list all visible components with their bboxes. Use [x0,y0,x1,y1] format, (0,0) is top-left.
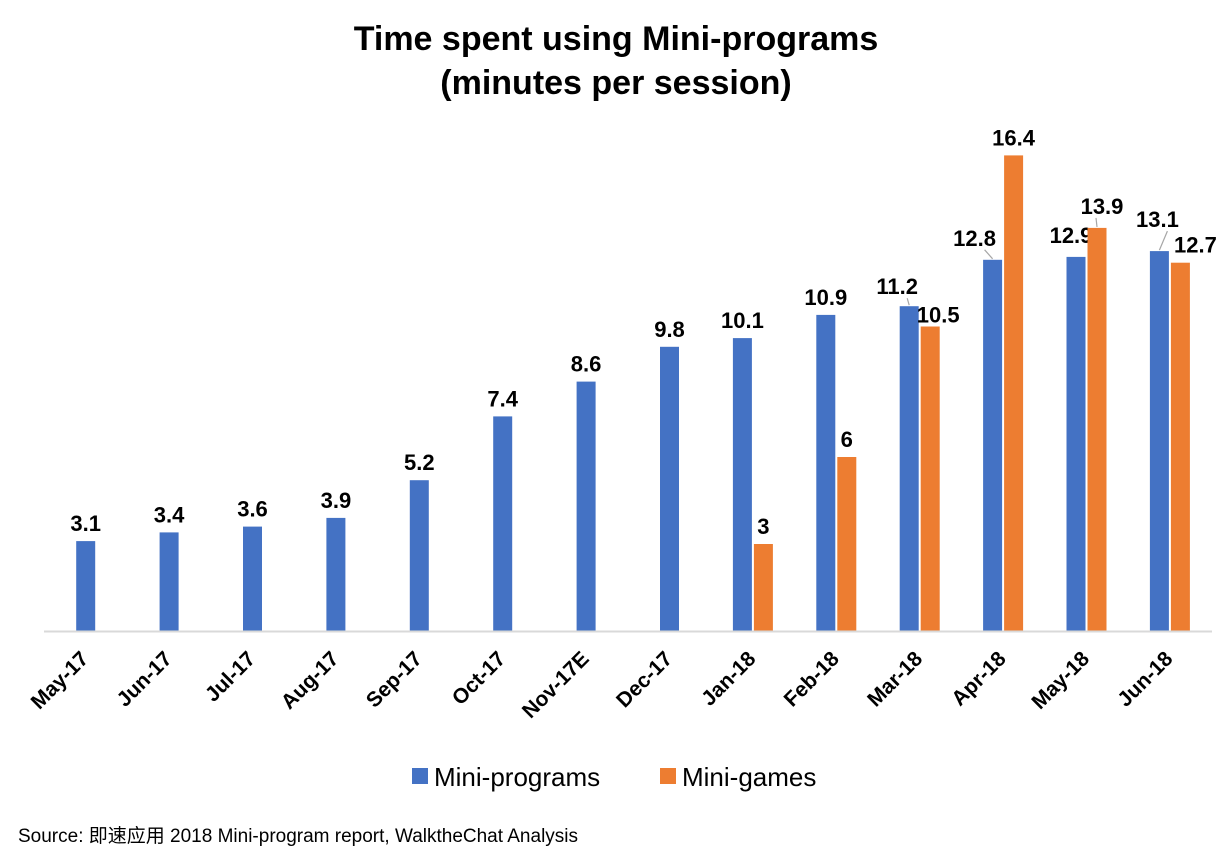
plot-area: 3.1 3.4 3.6 3.9 5.2 7.4 8.6 9.8 10.1 3 10.9 6 11.2 10… [70,125,1217,631]
legend: Mini-programs Mini-games [412,762,816,792]
data-label-mini-programs-jul-17: 3.6 [237,497,268,522]
bar-mini-programs-mar-18 [899,306,919,631]
data-label-mini-programs-dec-17: 9.8 [654,317,685,342]
source-note: Source: 即速应用 2018 Mini-program report, W… [18,825,578,847]
bar-mini-programs-jun-18 [1149,251,1169,631]
x-tick-label: Jun-17 [113,647,177,711]
legend-label: Mini-games [682,762,816,792]
data-label-mini-programs-aug-17: 3.9 [321,488,352,513]
bar-mini-programs-may-17 [76,541,96,631]
x-tick-label: Jul-17 [201,647,260,706]
bar-mini-games-mar-18 [920,326,940,631]
data-label-mini-programs-apr-18: 12.8 [953,226,996,251]
data-label-mini-games-mar-18: 10.5 [917,303,960,328]
bar-mini-games-feb-18 [837,457,857,631]
bar-mini-games-apr-18 [1004,155,1024,631]
data-label-mini-games-jun-18: 12.7 [1174,233,1217,258]
data-label-mini-programs-mar-18: 11.2 [876,274,918,299]
data-label-mini-games-jan-18: 3 [757,514,769,539]
x-tick-label: Apr-18 [947,647,1011,711]
bar-mini-programs-oct-17 [493,416,513,631]
bar-mini-games-jan-18 [753,544,773,631]
data-label-mini-programs-may-17: 3.1 [70,511,101,536]
chart-subtitle: (minutes per session) [440,64,791,102]
data-label-mini-programs-jun-18: 13.1 [1136,207,1179,232]
x-tick-label: Feb-18 [780,647,844,711]
legend-item-mini-programs: Mini-programs [412,762,600,792]
x-tick-label: Nov-17E [518,647,594,723]
legend-swatch [660,768,676,784]
bar-mini-programs-aug-17 [326,517,346,631]
x-axis-tick-labels: May-17 Jun-17 Jul-17 Aug-17 Sep-17 Oct-17 Nov-… [27,647,1178,723]
data-label-mini-programs-nov-17e: 8.6 [571,352,602,377]
x-tick-label: Sep-17 [362,647,427,712]
bar-mini-programs-dec-17 [660,346,679,631]
x-tick-label: May-17 [27,647,94,714]
leader-line [984,249,994,260]
bar-mini-programs-sep-17 [409,480,429,631]
bar-mini-games-may-18 [1087,227,1107,631]
x-tick-label: Jun-18 [1113,647,1177,711]
x-tick-label: Jan-18 [697,647,761,711]
legend-label: Mini-programs [434,762,600,792]
data-label-mini-games-may-18: 13.9 [1081,194,1124,219]
chart-title-group: Time spent using Mini-programs (minutes … [354,20,879,102]
x-tick-label: Mar-18 [863,647,927,711]
x-tick-label: May-18 [1027,647,1094,714]
leader-line [906,298,910,306]
bar-mini-programs-jun-17 [159,532,179,631]
data-label-mini-programs-jun-17: 3.4 [154,502,185,527]
bar-mini-games-jun-18 [1170,262,1190,631]
x-tick-label: Oct-17 [448,647,510,709]
bar-mini-programs-may-18 [1066,256,1086,631]
data-label-mini-games-apr-18: 16.4 [992,125,1036,150]
data-label-mini-programs-oct-17: 7.4 [487,386,518,411]
x-tick-label: Dec-17 [612,647,677,712]
leader-line [1095,217,1098,227]
data-label-mini-programs-may-18: 12.9 [1050,223,1093,248]
data-label-mini-programs-sep-17: 5.2 [404,450,435,475]
bar-mini-programs-nov-17e [576,381,596,631]
data-label-mini-programs-jan-18: 10.1 [721,308,764,333]
x-tick-label: Aug-17 [277,647,344,714]
bar-mini-programs-apr-18 [983,259,1003,631]
bar-mini-programs-feb-18 [816,314,836,631]
data-label-mini-programs-feb-18: 10.9 [804,285,847,310]
data-label-mini-games-feb-18: 6 [841,427,853,452]
legend-item-mini-games: Mini-games [660,762,816,792]
chart-title: Time spent using Mini-programs [354,20,879,58]
bar-mini-programs-jul-17 [243,526,262,631]
leader-line [1158,230,1168,251]
bar-mini-programs-jan-18 [732,338,752,631]
legend-swatch [412,768,428,784]
